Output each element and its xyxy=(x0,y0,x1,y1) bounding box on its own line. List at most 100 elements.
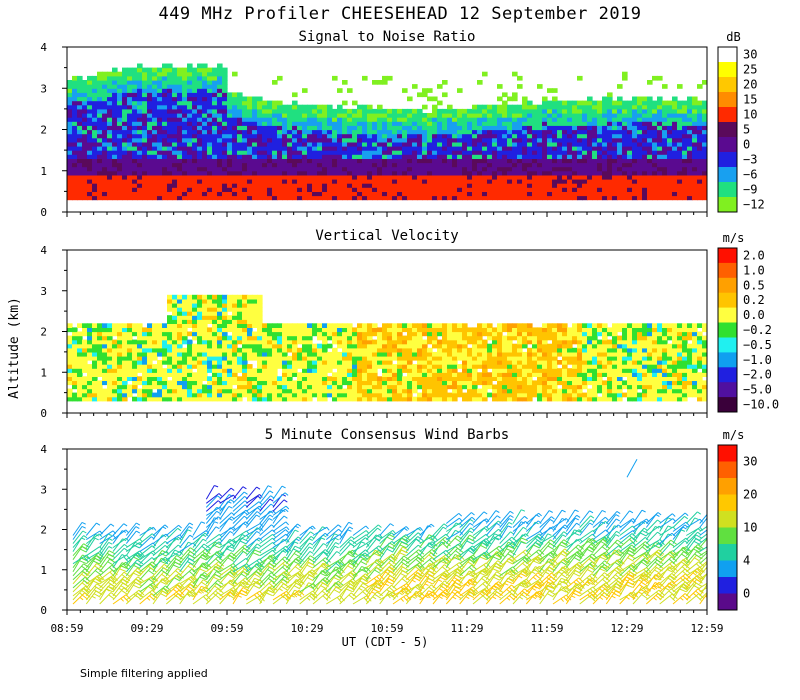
snr-cell xyxy=(612,108,618,114)
velocity-cell xyxy=(292,327,298,333)
snr-cell xyxy=(217,117,223,122)
snr-cell xyxy=(147,179,153,184)
velocity-cell xyxy=(302,343,308,349)
snr-cell xyxy=(287,162,293,168)
snr-cell xyxy=(607,137,613,143)
velocity-cell xyxy=(377,355,383,361)
velocity-cell xyxy=(117,376,123,381)
snr-cell xyxy=(542,117,548,122)
snr-cell xyxy=(187,133,193,139)
velocity-cell xyxy=(242,343,248,349)
snr-cell xyxy=(472,125,478,131)
snr-cell xyxy=(577,146,583,151)
snr-cell xyxy=(377,187,383,192)
velocity-cell xyxy=(92,335,98,341)
snr-cell xyxy=(607,154,613,159)
velocity-cell xyxy=(467,360,473,365)
snr-cell xyxy=(357,125,363,131)
snr-cell xyxy=(317,154,323,159)
velocity-cell xyxy=(227,364,233,369)
snr-cell xyxy=(687,108,693,114)
snr-cell xyxy=(552,133,558,139)
snr-cell xyxy=(677,183,683,188)
snr-cell xyxy=(292,195,298,201)
velocity-cell xyxy=(167,327,173,333)
velocity-cell xyxy=(212,376,218,381)
velocity-cell xyxy=(387,376,393,381)
snr-cell xyxy=(212,174,218,180)
snr-cell xyxy=(222,96,228,102)
snr-cell xyxy=(212,146,218,151)
snr-cell xyxy=(547,125,553,131)
velocity-cell xyxy=(122,360,128,365)
snr-cell xyxy=(197,67,203,73)
velocity-cell xyxy=(372,364,378,369)
snr-cell xyxy=(532,121,538,126)
snr-cell xyxy=(362,179,368,184)
snr-cell xyxy=(537,158,543,164)
snr-cell xyxy=(87,133,93,139)
snr-cell xyxy=(587,141,593,147)
snr-cell xyxy=(427,117,433,122)
snr-cell xyxy=(482,187,488,192)
snr-cell xyxy=(207,174,213,180)
velocity-cell xyxy=(252,339,258,345)
snr-cell xyxy=(592,146,598,151)
snr-cell xyxy=(67,96,73,102)
snr-cell xyxy=(137,67,143,73)
snr-cell xyxy=(117,88,123,93)
snr-cell xyxy=(547,191,553,197)
snr-cell xyxy=(432,137,438,143)
snr-cell xyxy=(137,129,143,135)
snr-cell xyxy=(702,154,707,159)
velocity-cell xyxy=(157,372,163,377)
velocity-cell xyxy=(187,294,193,300)
snr-cell xyxy=(517,158,523,164)
velocity-cell xyxy=(127,347,133,353)
snr-cell xyxy=(267,187,273,192)
snr-cell xyxy=(672,158,678,164)
snr-cell xyxy=(442,158,448,164)
velocity-cell xyxy=(102,335,108,341)
snr-cell xyxy=(702,150,707,155)
snr-cell xyxy=(447,104,453,110)
snr-cell xyxy=(647,96,653,102)
snr-cell xyxy=(697,100,703,106)
snr-cell xyxy=(87,179,93,184)
snr-cell xyxy=(392,174,398,180)
snr-cell xyxy=(147,67,153,73)
velocity-cell xyxy=(222,327,228,333)
snr-cell xyxy=(597,141,603,147)
velocity-cell xyxy=(192,355,198,361)
snr-cell xyxy=(667,121,673,126)
snr-cell xyxy=(327,170,333,176)
velocity-cell xyxy=(232,335,238,341)
velocity-cell xyxy=(67,376,73,381)
snr-cell xyxy=(497,183,503,188)
snr-cell xyxy=(602,191,608,197)
snr-cell xyxy=(167,162,173,168)
snr-cell xyxy=(542,146,548,151)
snr-cell xyxy=(527,133,533,139)
snr-cell xyxy=(217,63,223,69)
velocity-cell xyxy=(247,347,253,353)
snr-cell xyxy=(652,125,658,131)
snr-cell xyxy=(117,75,123,81)
velocity-cell xyxy=(252,307,258,312)
velocity-cell xyxy=(422,392,428,398)
snr-cell xyxy=(462,150,468,155)
snr-cell xyxy=(692,174,698,180)
velocity-cell xyxy=(387,360,393,365)
velocity-cell xyxy=(77,380,83,386)
snr-cell xyxy=(682,174,688,180)
snr-cell xyxy=(387,113,393,118)
snr-cell xyxy=(392,141,398,147)
snr-cell xyxy=(362,75,368,81)
snr-cell xyxy=(602,195,608,201)
snr-cell xyxy=(562,166,568,172)
snr-cell xyxy=(152,141,158,147)
snr-cell xyxy=(262,146,268,151)
velocity-cell xyxy=(322,368,328,373)
snr-cell xyxy=(302,121,308,126)
velocity-cell xyxy=(142,388,148,394)
